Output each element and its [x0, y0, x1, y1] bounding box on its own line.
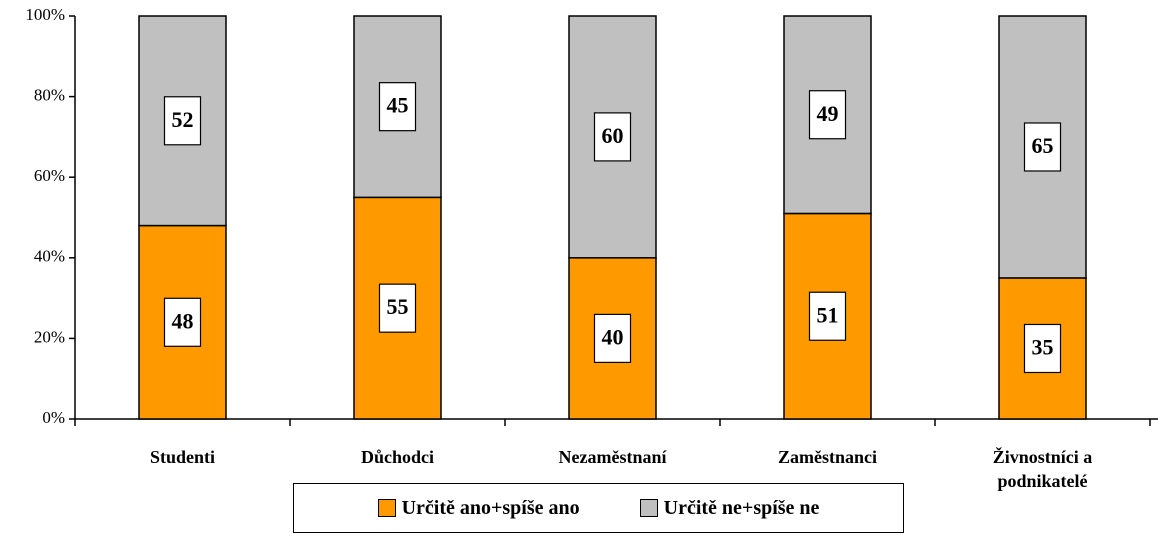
value-label: 35 [1032, 335, 1054, 360]
value-label: 40 [602, 324, 624, 349]
value-label: 49 [817, 101, 839, 126]
x-tick-label: Živnostníci a podnikatelé [992, 447, 1093, 491]
x-tick-label: Důchodci [360, 447, 434, 467]
value-label-box [808, 291, 847, 341]
legend-label: Určitě ne+spíše ne [663, 496, 820, 519]
y-tick-label: 40% [34, 247, 65, 266]
y-tick-label: 60% [34, 166, 65, 185]
value-label: 52 [172, 107, 194, 132]
y-tick-label: 80% [34, 86, 65, 105]
value-label-box [163, 96, 202, 146]
y-tick-label: 100% [25, 5, 65, 24]
value-label-box [1023, 323, 1062, 374]
x-tick-label: Nezaměstnaní [558, 447, 667, 467]
value-label-box [593, 112, 632, 162]
value-label-box [163, 297, 202, 347]
y-tick-label: 20% [34, 327, 65, 346]
x-tick-label: Zaměstnanci [778, 447, 877, 467]
value-label-box [593, 313, 632, 363]
value-label: 65 [1032, 133, 1054, 158]
legend-item: Určitě ano+spíše ano [377, 496, 580, 520]
value-label-box [378, 82, 417, 132]
legend-item: Určitě ne+spíše ne [639, 496, 820, 520]
value-label-box [378, 283, 417, 333]
legend-swatch [639, 499, 658, 517]
value-label-box [1023, 122, 1062, 172]
value-label: 51 [817, 302, 839, 327]
value-label: 55 [387, 294, 409, 319]
legend-label: Určitě ano+spíše ano [401, 496, 580, 519]
x-tick-label: Studenti [149, 447, 216, 467]
value-label: 48 [172, 308, 194, 333]
value-label: 60 [602, 123, 624, 148]
legend-swatch [377, 499, 396, 517]
legend: Určitě ano+spíše ano Určitě ne+spíše ne [293, 483, 904, 533]
value-label: 45 [387, 93, 409, 118]
value-label-box [808, 90, 847, 140]
y-tick-label: 0% [42, 408, 65, 427]
